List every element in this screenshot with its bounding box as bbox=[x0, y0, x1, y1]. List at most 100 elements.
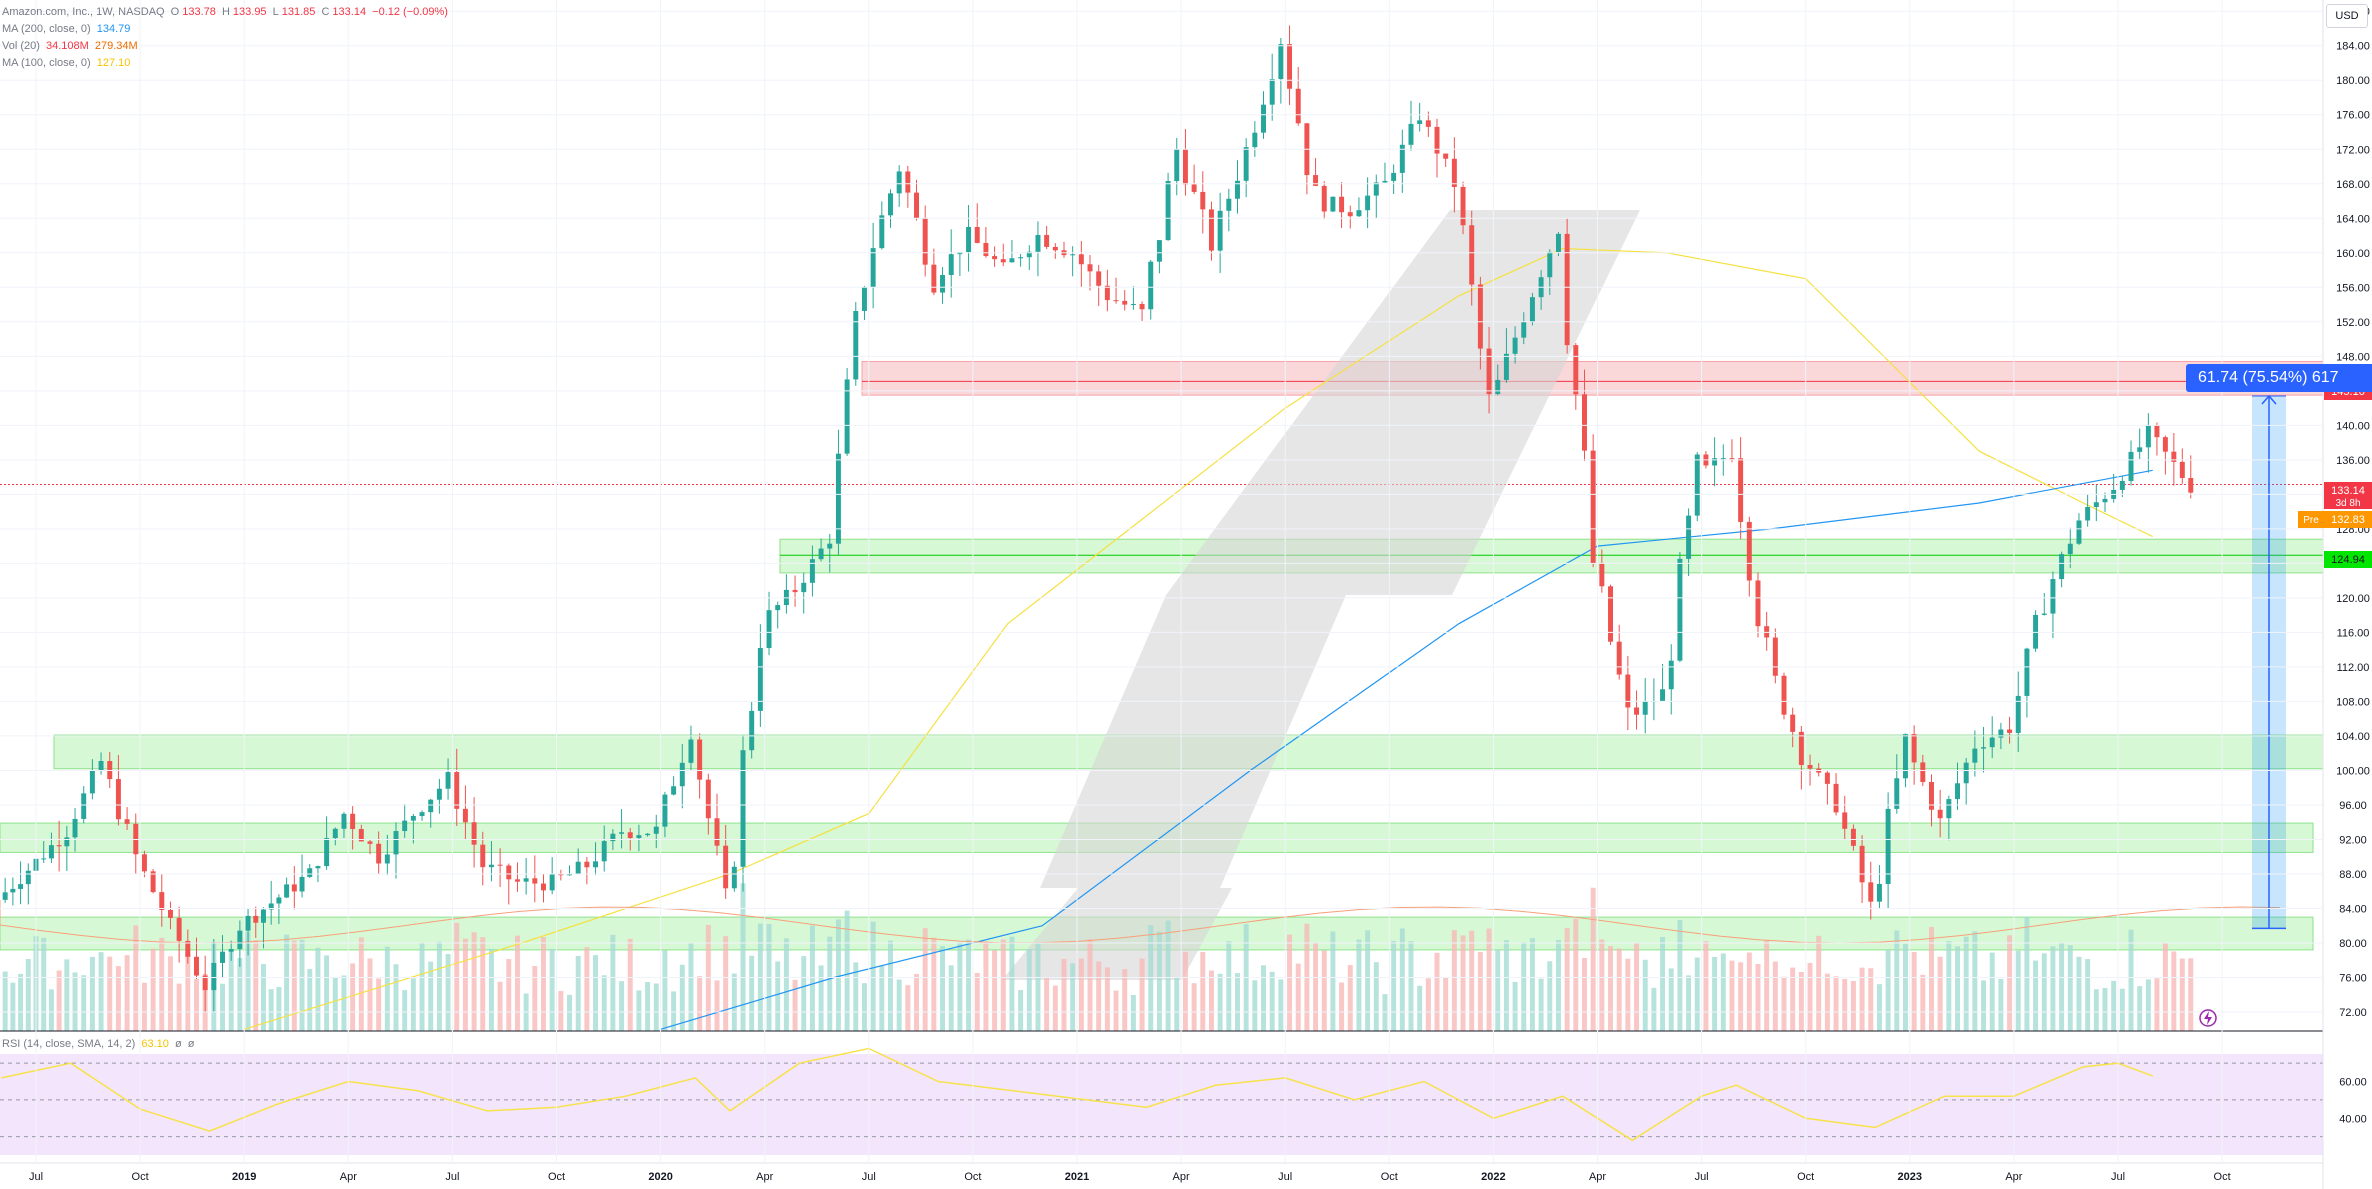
candle-body[interactable] bbox=[1781, 675, 1787, 715]
candle-body[interactable] bbox=[940, 274, 946, 293]
candle-body[interactable] bbox=[2085, 507, 2091, 521]
candle-body[interactable] bbox=[1243, 147, 1249, 181]
candle-body[interactable] bbox=[593, 861, 599, 868]
candle-body[interactable] bbox=[1295, 88, 1301, 124]
candle-body[interactable] bbox=[1191, 184, 1197, 192]
candle-body[interactable] bbox=[2076, 520, 2082, 544]
candle-body[interactable] bbox=[809, 559, 815, 583]
candle-body[interactable] bbox=[1555, 233, 1561, 252]
candle-body[interactable] bbox=[291, 884, 297, 892]
candle-body[interactable] bbox=[1738, 458, 1744, 522]
candle-body[interactable] bbox=[1113, 300, 1119, 302]
candle-body[interactable] bbox=[237, 930, 243, 950]
candle-body[interactable] bbox=[1885, 808, 1891, 884]
candle-body[interactable] bbox=[1000, 259, 1006, 263]
candle-body[interactable] bbox=[1946, 799, 1952, 819]
candle-body[interactable] bbox=[81, 793, 87, 819]
candle-body[interactable] bbox=[1391, 172, 1397, 181]
candle-body[interactable] bbox=[2137, 447, 2143, 452]
candle-body[interactable] bbox=[645, 833, 651, 836]
candle-body[interactable] bbox=[1989, 737, 1995, 748]
candle-body[interactable] bbox=[1287, 44, 1293, 89]
candle-body[interactable] bbox=[376, 843, 382, 864]
candle-body[interactable] bbox=[558, 874, 564, 876]
candle-body[interactable] bbox=[1070, 254, 1076, 256]
candle-body[interactable] bbox=[1174, 149, 1180, 182]
candle-body[interactable] bbox=[268, 903, 274, 910]
currency-badge[interactable]: USD bbox=[2326, 4, 2368, 28]
candle-body[interactable] bbox=[1729, 458, 1735, 460]
ma200-legend[interactable]: MA (200, close, 0) 134.79 bbox=[2, 23, 133, 35]
candle-body[interactable] bbox=[454, 772, 460, 809]
candle-body[interactable] bbox=[697, 739, 703, 780]
candle-body[interactable] bbox=[827, 543, 833, 549]
candle-body[interactable] bbox=[64, 837, 70, 847]
candle-body[interactable] bbox=[1104, 285, 1110, 301]
candle-body[interactable] bbox=[98, 761, 104, 771]
candle-body[interactable] bbox=[1269, 79, 1275, 105]
candle-body[interactable] bbox=[1200, 191, 1206, 210]
candle-body[interactable] bbox=[167, 910, 173, 918]
candle-body[interactable] bbox=[2015, 695, 2021, 733]
candle-body[interactable] bbox=[419, 812, 425, 817]
visibility-icon-2[interactable]: ø bbox=[187, 1038, 195, 1050]
candle-body[interactable] bbox=[2119, 480, 2125, 490]
candle-body[interactable] bbox=[1712, 458, 1718, 466]
candle-body[interactable] bbox=[367, 841, 373, 844]
candle-body[interactable] bbox=[1495, 379, 1501, 395]
candle-body[interactable] bbox=[1165, 181, 1171, 241]
candle-body[interactable] bbox=[1156, 240, 1162, 262]
candle-body[interactable] bbox=[1009, 258, 1015, 263]
candle-body[interactable] bbox=[514, 879, 520, 882]
candle-body[interactable] bbox=[983, 242, 989, 257]
candle-body[interactable] bbox=[1451, 158, 1457, 187]
candle-body[interactable] bbox=[1096, 271, 1102, 286]
candle-body[interactable] bbox=[332, 828, 338, 839]
candle-body[interactable] bbox=[150, 871, 156, 893]
candle-body[interactable] bbox=[506, 865, 512, 880]
candle-body[interactable] bbox=[679, 762, 685, 787]
candle-body[interactable] bbox=[1347, 212, 1353, 217]
candle-body[interactable] bbox=[1850, 828, 1856, 846]
candle-body[interactable] bbox=[1634, 707, 1640, 715]
candle-body[interactable] bbox=[2102, 498, 2108, 503]
candle-body[interactable] bbox=[1686, 515, 1692, 559]
candle-body[interactable] bbox=[705, 779, 711, 819]
support-zone[interactable] bbox=[779, 538, 2324, 574]
candle-body[interactable] bbox=[1920, 762, 1926, 783]
candle-body[interactable] bbox=[1425, 120, 1431, 127]
candle-body[interactable] bbox=[194, 956, 199, 976]
candle-body[interactable] bbox=[228, 949, 234, 952]
candle-body[interactable] bbox=[1035, 234, 1041, 252]
visibility-icon[interactable]: ø bbox=[174, 1038, 182, 1050]
candle-body[interactable] bbox=[220, 951, 225, 963]
candle-body[interactable] bbox=[1252, 132, 1258, 148]
volume-legend[interactable]: Vol (20) 34.108M 279.34M bbox=[2, 40, 141, 52]
candle-body[interactable] bbox=[1182, 149, 1188, 185]
rsi-legend[interactable]: RSI (14, close, SMA, 14, 2) 63.10 ø ø bbox=[2, 1038, 197, 1050]
candle-body[interactable] bbox=[1313, 175, 1319, 186]
candle-body[interactable] bbox=[1668, 660, 1674, 690]
candle-body[interactable] bbox=[948, 254, 954, 275]
candle-body[interactable] bbox=[56, 845, 62, 847]
candle-body[interactable] bbox=[307, 868, 313, 877]
candle-body[interactable] bbox=[341, 813, 347, 829]
candle-body[interactable] bbox=[1972, 748, 1978, 763]
price-axis[interactable]: 72.00 76.00 80.00 84.00 88.00 92.00 96.00 100.0… bbox=[0, 6, 2370, 1019]
candle-body[interactable] bbox=[1529, 297, 1535, 322]
candle-body[interactable] bbox=[688, 739, 694, 763]
candle-body[interactable] bbox=[2050, 579, 2056, 614]
candle-body[interactable] bbox=[1078, 254, 1084, 265]
candle-body[interactable] bbox=[25, 870, 31, 885]
candle-body[interactable] bbox=[1130, 304, 1136, 306]
candle-body[interactable] bbox=[141, 854, 147, 872]
measure-tool[interactable] bbox=[2252, 394, 2286, 930]
candle-body[interactable] bbox=[284, 884, 290, 898]
candle-body[interactable] bbox=[1911, 734, 1917, 763]
candle-body[interactable] bbox=[1807, 764, 1813, 769]
candle-body[interactable] bbox=[1052, 246, 1058, 251]
candle-body[interactable] bbox=[1477, 284, 1483, 349]
candle-body[interactable] bbox=[818, 548, 824, 560]
candle-body[interactable] bbox=[2059, 554, 2065, 580]
candle-body[interactable] bbox=[541, 883, 546, 891]
